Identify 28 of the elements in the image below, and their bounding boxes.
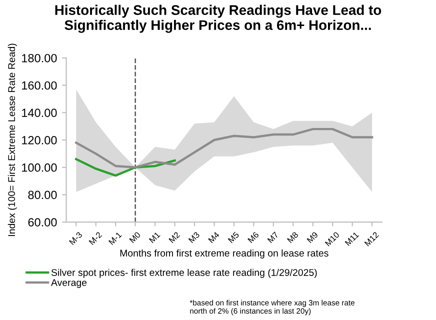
- legend-label: Silver spot prices- first extreme lease rate reading (1/29/2025): [51, 268, 317, 278]
- line-series: [75, 158, 176, 177]
- x-tick-label: M0: [129, 231, 141, 244]
- y-tick-label: 140.00: [22, 108, 57, 118]
- line-series: [75, 128, 374, 168]
- x-tick-label: M-3: [68, 232, 83, 246]
- x-tick-label: M11: [344, 232, 360, 246]
- y-tick-label: 80.00: [28, 190, 57, 200]
- y-tick-label: 60.00: [28, 218, 57, 226]
- x-tick-label: M-1: [108, 232, 122, 246]
- x-tick-label: M7: [267, 232, 279, 244]
- y-tick-label: 180.00: [22, 54, 57, 62]
- x-tick-label: M1: [148, 232, 160, 244]
- x-tick-label: M4: [208, 231, 220, 244]
- y-tick-label: 100.00: [22, 163, 57, 172]
- chart-title: Historically Such Scarcity Readings Have Lead to Significantly Higher Prices on a 6m+ Horizon...: [55, 4, 382, 33]
- x-tick-label: M3: [188, 232, 200, 244]
- x-tick-label: M8: [286, 232, 299, 244]
- legend-label: Average: [50, 279, 87, 288]
- x-axis-title: Months from first extreme reading on lease rates: [120, 249, 328, 259]
- x-tick-label: M-2: [88, 232, 102, 246]
- x-tick-label: M9: [306, 232, 318, 244]
- x-tick-label: M5: [228, 232, 240, 244]
- x-tick-label: M6: [247, 232, 260, 244]
- x-tick-label: M2: [168, 232, 180, 244]
- y-axis-title: Index (100= First Extreme Lease Rate Read): [8, 44, 17, 236]
- y-tick-label: 120.00: [22, 136, 57, 144]
- y-tick-label: 160.00: [22, 81, 57, 90]
